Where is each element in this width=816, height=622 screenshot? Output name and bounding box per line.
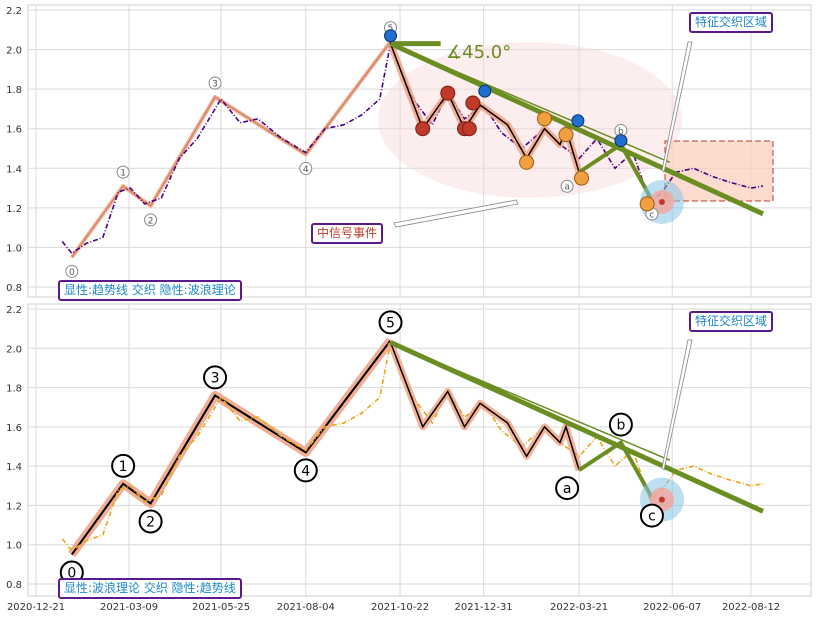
x-tick-label: 2021-10-22 <box>371 602 429 613</box>
y-tick-label: 1.2 <box>6 501 22 512</box>
wave-point-label: c <box>649 210 654 220</box>
wave-point-marker <box>111 453 136 478</box>
wave-point-label: b <box>618 127 624 137</box>
wave-point-label: 3 <box>212 80 218 90</box>
orange-signal-badge <box>574 170 590 186</box>
signal-glow-core <box>658 496 665 503</box>
bottom-legend-box: 显性:波浪理论 交织 隐性:趋势线 <box>58 578 242 599</box>
wave-point-label: 2 <box>146 514 155 530</box>
orange-signal-badge <box>536 111 552 127</box>
x-tick-label: 2021-03-09 <box>100 602 158 613</box>
top-feature-zone-label: 特征交织区域 <box>689 12 774 33</box>
wave-point-label: 0 <box>69 268 75 278</box>
wave-point-marker <box>203 365 228 390</box>
bottom-feature-zone-label: 特征交织区域 <box>689 311 774 332</box>
trend-line <box>390 341 671 461</box>
wave-point-label: 5 <box>388 24 394 34</box>
y-tick-label: 1.2 <box>6 204 22 215</box>
y-tick-label: 1.0 <box>6 243 22 254</box>
red-signal-badge <box>465 95 481 111</box>
wave-point-marker <box>378 310 403 335</box>
signal-region-ellipse <box>378 42 682 198</box>
orange-signal-badge <box>519 154 535 170</box>
wave-point-marker <box>144 213 158 227</box>
wave-point-label: c <box>648 509 656 525</box>
orange-signal-badge <box>639 196 655 212</box>
impulse-wave-line <box>71 41 391 258</box>
x-tick-label: 2021-05-25 <box>192 602 250 613</box>
corrective-wave-line <box>389 342 580 471</box>
angle-label: ∡45.0° <box>446 42 512 63</box>
y-tick-label: 1.4 <box>6 164 22 175</box>
abc-wave-line <box>578 439 654 499</box>
wave-point-label: b <box>616 418 625 434</box>
plot-frame <box>27 303 812 597</box>
trend-line <box>389 340 764 514</box>
blue-signal-badge <box>478 84 492 98</box>
signal-event-label: 中信号事件 <box>311 223 384 244</box>
wave-point-marker <box>208 76 222 90</box>
y-tick-label: 2.2 <box>6 305 22 316</box>
feature-zone-arrow <box>661 41 693 174</box>
blue-signal-badge <box>571 114 585 128</box>
wave-point-label: a <box>564 183 570 193</box>
top-panel: 0.8 1.0 1.2 1.4 1.6 1.8 2.0 2.2 0 1 2 3 4 5 a b c <box>6 4 812 298</box>
y-tick-label: 1.8 <box>6 85 22 96</box>
x-tick-label: 2021-12-31 <box>455 602 513 613</box>
feature-zone-arrow <box>661 339 693 471</box>
wave-point-label: 4 <box>301 463 310 479</box>
blue-signal-badge <box>614 134 628 148</box>
wave-point-label: 3 <box>211 370 220 386</box>
red-signal-badge <box>415 121 431 137</box>
wave-point-label: 0 <box>67 566 76 582</box>
red-signal-badge <box>440 85 456 101</box>
wave-point-label: 1 <box>119 459 128 475</box>
wave-point-marker <box>560 179 574 193</box>
y-tick-label: 1.6 <box>6 125 22 136</box>
y-tick-label: 0.8 <box>6 283 22 294</box>
x-tick-label: 2022-06-07 <box>643 602 701 613</box>
y-tick-label: 2.2 <box>6 6 22 17</box>
y-tick-label: 2.0 <box>6 344 22 355</box>
red-signal-badge <box>461 121 477 137</box>
wave-point-marker <box>608 412 633 437</box>
wave-point-marker <box>299 161 313 175</box>
wave-point-marker <box>293 458 318 483</box>
signal-event-arrow <box>393 199 519 228</box>
wave-point-label: a <box>563 481 572 497</box>
wave-point-label: 5 <box>386 315 395 331</box>
top-legend-box: 显性:趋势线 交织 隐性:波浪理论 <box>58 280 242 301</box>
y-tick-label: 0.8 <box>6 580 22 591</box>
x-tick-label: 2020-12-21 <box>7 602 65 613</box>
orange-signal-badge <box>558 127 574 143</box>
y-tick-label: 1.6 <box>6 423 22 434</box>
blue-signal-badge <box>384 29 398 43</box>
y-tick-label: 1.0 <box>6 541 22 552</box>
wave-point-label: 1 <box>120 169 126 179</box>
wave-point-marker <box>639 503 664 528</box>
wave-point-marker <box>138 509 163 534</box>
y-tick-label: 1.4 <box>6 462 22 473</box>
wave-point-marker <box>65 264 79 278</box>
wave-point-marker <box>116 165 130 179</box>
x-tick-label: 2021-08-04 <box>277 602 335 613</box>
wave-point-label: 4 <box>303 165 309 175</box>
signal-glow-core <box>658 198 665 205</box>
trend-line <box>389 41 764 217</box>
y-tick-label: 2.0 <box>6 46 22 57</box>
x-tick-label: 2022-08-12 <box>722 602 780 613</box>
wave-point-label: 2 <box>148 216 154 226</box>
x-tick-label: 2022-03-21 <box>550 602 608 613</box>
bottom-panel: 0.8 1.0 1.2 1.4 1.6 1.8 2.0 2.2 2020-12-21 2021-0… <box>6 303 812 613</box>
wave-point-marker <box>555 476 580 501</box>
y-tick-label: 1.8 <box>6 384 22 395</box>
